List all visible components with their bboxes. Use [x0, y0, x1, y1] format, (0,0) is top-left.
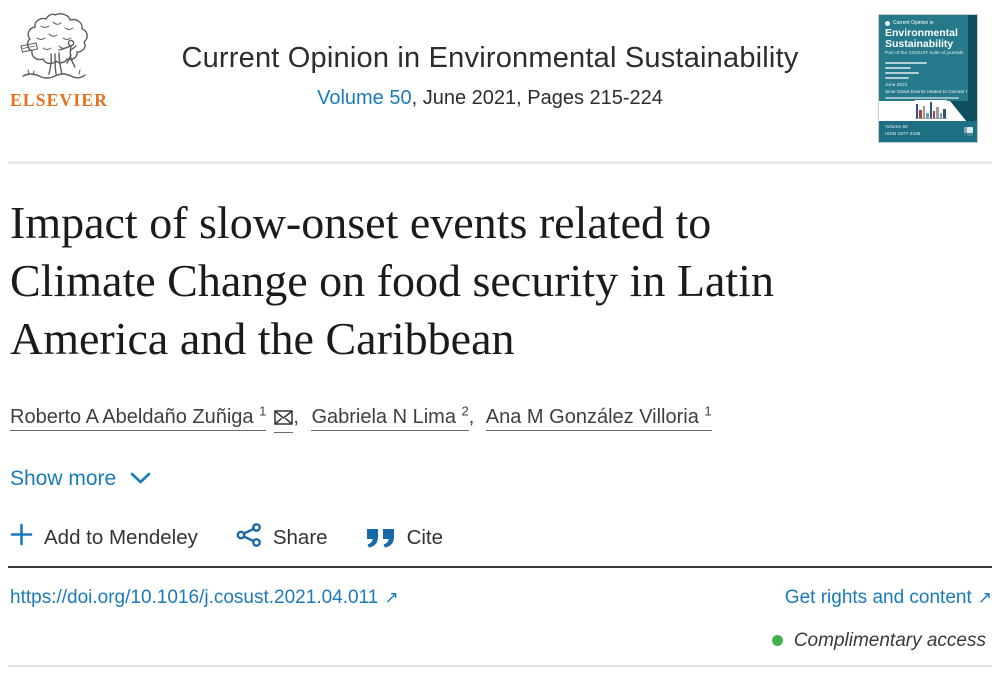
author-link[interactable]: Roberto A Abeldaño Zuñiga 1 — [10, 403, 267, 431]
green-access-dot-icon — [771, 635, 783, 647]
cover-editor-lines — [885, 62, 927, 82]
cover-volume-label: Volume 50 — [885, 125, 908, 130]
section-divider — [8, 565, 992, 568]
cover-issn: ISSN 1877-3435 — [885, 132, 921, 138]
add-to-mendeley-button[interactable]: Add to Mendeley — [10, 523, 198, 552]
volume-link[interactable]: Volume 50 — [317, 87, 412, 109]
plus-icon — [10, 523, 33, 552]
journal-title-link[interactable]: Current Opinion in Environmental Sustain… — [181, 42, 799, 74]
share-button[interactable]: Share — [236, 522, 328, 553]
cover-issue-date: June 2021 — [885, 83, 908, 88]
cover-publisher-dot-icon — [885, 20, 890, 26]
share-icon — [236, 522, 262, 553]
cover-footer: Volume 50 ISSN 1877-3435 — [879, 121, 977, 142]
author-link[interactable]: Gabriela N Lima 2 — [311, 403, 469, 431]
elsevier-logo[interactable]: ELSEVIER — [10, 12, 109, 111]
show-more-button[interactable]: Show more — [10, 467, 151, 491]
issue-meta-line: Volume 50, June 2021, Pages 215-224 — [115, 87, 865, 110]
journal-cover-thumbnail[interactable]: Current Opinion in Environmental Sustain… — [878, 14, 978, 143]
doi-row: https://doi.org/10.1016/j.cosust.2021.04… — [10, 568, 992, 609]
cover-subtitle: Part of the COSUST suite of journals — [885, 51, 964, 56]
access-status-row: Complimentary access — [0, 630, 986, 652]
journal-title-block: Current Opinion in Environmental Sustain… — [115, 42, 865, 110]
cover-kicker: Current Opinion in — [885, 20, 934, 26]
cite-label: Cite — [406, 525, 444, 549]
action-toolbar: Add to Mendeley Share Cite — [10, 522, 990, 553]
chevron-down-icon — [130, 467, 151, 491]
get-rights-link[interactable]: Get rights and content ↗ — [784, 586, 992, 608]
author-link[interactable]: Ana M González Villoria 1 — [485, 403, 712, 431]
show-more-label: Show more — [10, 466, 117, 490]
cover-side-band — [968, 15, 977, 142]
external-link-icon: ↗ — [977, 587, 992, 607]
article-title: Impact of slow-onset events related to C… — [10, 197, 774, 364]
share-label: Share — [272, 525, 328, 549]
cover-issue-theme: Slow Onset Events related to Climate Cha… — [885, 90, 967, 95]
cover-publisher-mark-icon — [964, 127, 973, 136]
elsevier-tree-icon — [15, 13, 95, 88]
bottom-divider — [8, 664, 992, 667]
cite-button[interactable]: Cite — [366, 526, 443, 550]
access-status-label: Complimentary access — [793, 629, 986, 651]
cover-mini-bar-chart — [915, 100, 947, 119]
journal-header: ELSEVIER Current Opinion in Environmenta… — [0, 0, 1000, 161]
elsevier-wordmark: ELSEVIER — [10, 90, 109, 110]
cover-journal-title: Environmental Sustainability — [885, 27, 958, 51]
add-to-mendeley-label: Add to Mendeley — [44, 525, 198, 549]
email-envelope-icon[interactable] — [274, 408, 294, 433]
cite-quotes-icon — [366, 528, 396, 548]
external-link-icon: ↗ — [384, 587, 399, 607]
issue-meta-text: , June 2021, Pages 215-224 — [411, 87, 663, 109]
header-divider — [8, 161, 992, 164]
author-list: Roberto A Abeldaño Zuñiga 1, Gabriela N … — [10, 403, 990, 433]
doi-link[interactable]: https://doi.org/10.1016/j.cosust.2021.04… — [10, 586, 399, 608]
